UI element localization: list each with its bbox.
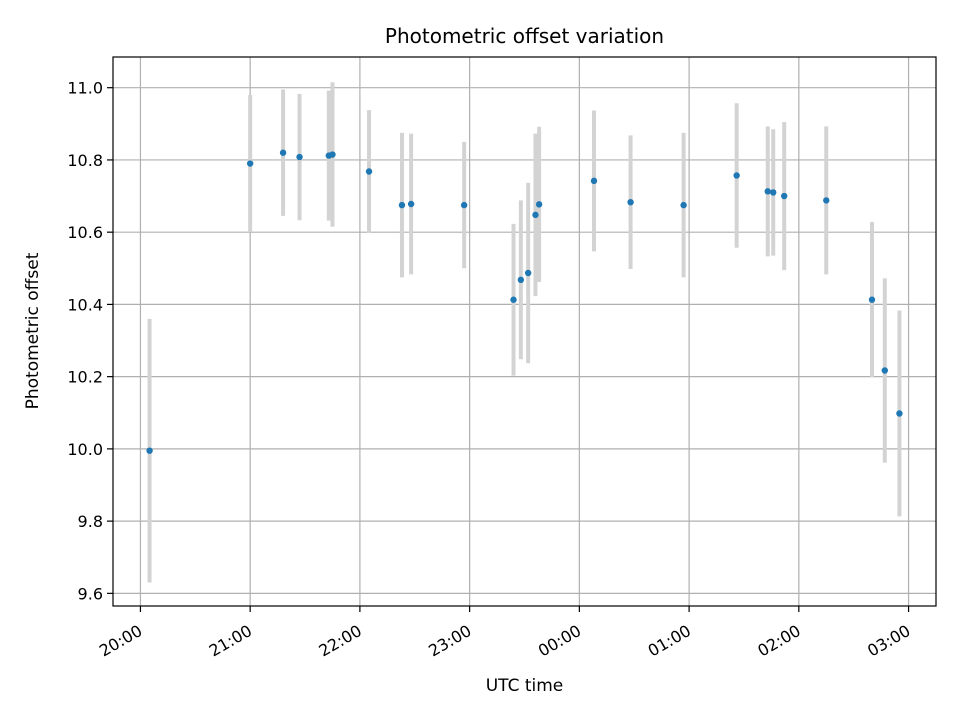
- y-tick-label: 10.8: [67, 151, 103, 170]
- data-point: [524, 269, 532, 277]
- data-point: [764, 188, 771, 195]
- data-point: [460, 201, 468, 209]
- data-point: [733, 172, 740, 179]
- data-point: [823, 197, 830, 204]
- data-point: [881, 367, 888, 374]
- data-point: [365, 168, 373, 175]
- x-axis-title: UTC time: [486, 676, 564, 696]
- x-tick-label: 00:00: [535, 621, 584, 661]
- x-tick-label: 03:00: [864, 621, 913, 661]
- data-point: [407, 200, 415, 208]
- y-axis: 9.6 9.8 10.0 10.2 10.4 10.6 10.8 11.0: [67, 79, 113, 603]
- data-point: [246, 160, 254, 167]
- grid: [113, 57, 936, 606]
- errorbars: [147, 82, 902, 583]
- data-point: [868, 296, 876, 303]
- y-tick-label: 9.8: [78, 512, 103, 531]
- data-point: [146, 447, 153, 454]
- data-point: [296, 153, 303, 161]
- data-point: [510, 296, 517, 303]
- data-point: [590, 177, 598, 185]
- y-tick-label: 11.0: [67, 79, 103, 98]
- x-tick-label: 22:00: [315, 621, 364, 661]
- x-tick-label: 02:00: [754, 621, 803, 661]
- data-point: [680, 201, 687, 209]
- y-tick-label: 10.4: [67, 295, 103, 314]
- data-point: [398, 201, 406, 209]
- data-points: [146, 149, 903, 454]
- plot-area-frame: [112, 56, 937, 607]
- data-point: [532, 211, 539, 219]
- data-point: [517, 276, 525, 284]
- y-tick-label: 10.2: [67, 368, 103, 387]
- data-point: [535, 201, 543, 208]
- y-axis-title: Photometric offset: [23, 252, 43, 409]
- x-axis: 20:00 21:00 22:00 23:00 00:00 01:00 02:00 03:00: [96, 606, 914, 661]
- x-tick-label: 01:00: [645, 621, 694, 661]
- x-tick-label: 23:00: [425, 621, 474, 661]
- y-tick-label: 10.6: [67, 223, 103, 242]
- data-point: [896, 410, 903, 417]
- y-tick-label: 10.0: [67, 440, 103, 459]
- y-tick-label: 9.6: [78, 584, 103, 603]
- data-point: [329, 151, 336, 158]
- data-point: [627, 198, 634, 206]
- data-point: [770, 189, 777, 196]
- x-tick-label: 20:00: [96, 621, 145, 661]
- x-tick-label: 21:00: [206, 621, 255, 661]
- data-point: [279, 149, 287, 156]
- data-point: [781, 192, 788, 200]
- chart-title: Photometric offset variation: [385, 24, 664, 48]
